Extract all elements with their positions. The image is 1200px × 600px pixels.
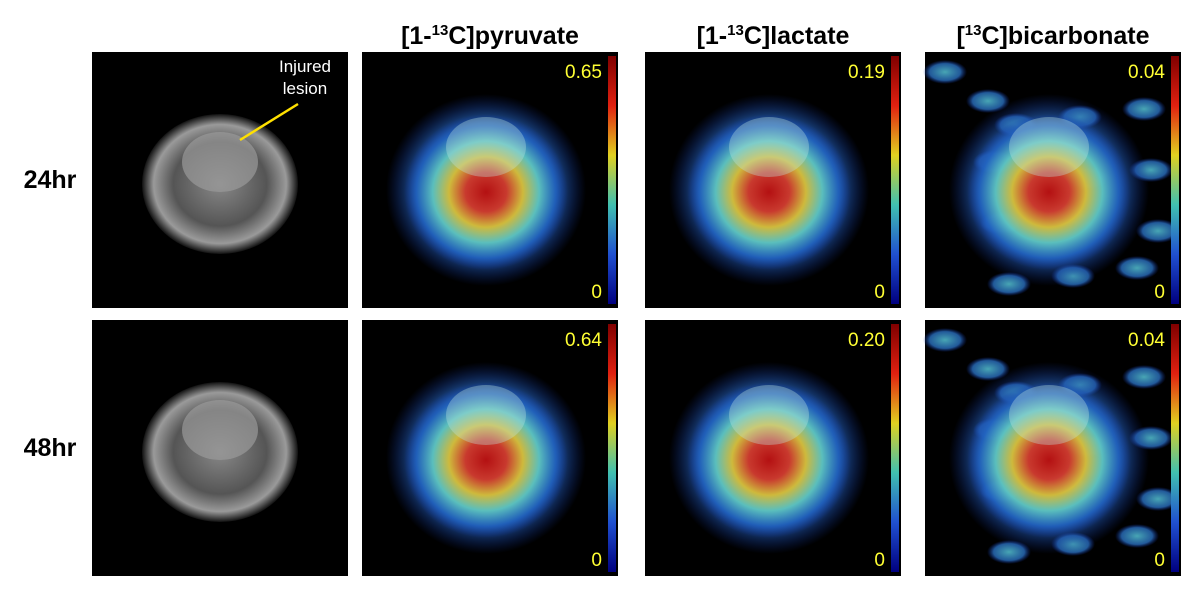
- header-part: C]bicarbonate: [981, 22, 1149, 50]
- scale-max: 0.19: [848, 62, 885, 83]
- metabolite-panel: 0.04 0: [923, 52, 1181, 308]
- scale-min: 0: [874, 282, 885, 303]
- column-header: [1-13C]lactate: [697, 22, 850, 50]
- metabolite-panel: 0.04 0: [923, 320, 1181, 576]
- column-header: [13C]bicarbonate: [956, 22, 1149, 50]
- noise-blob: [1136, 219, 1180, 243]
- panels: 0.65 0 0.19 0 0.04 0 0.64 0 0.20 0 0.04 0: [92, 52, 1181, 576]
- signal-core: [687, 382, 851, 538]
- signal-core: [404, 382, 568, 538]
- scale-min: 0: [1154, 550, 1165, 571]
- signal-core: [404, 114, 568, 270]
- mri-panel: [92, 52, 348, 308]
- annotation-text: Injured: [279, 57, 331, 76]
- metabolite-panel: 0.64 0: [362, 320, 618, 576]
- row-label: 48hr: [24, 434, 77, 462]
- scale-max: 0.20: [848, 330, 885, 351]
- header-part: [1-: [697, 22, 728, 50]
- scale-min: 0: [591, 282, 602, 303]
- row-label: 24hr: [24, 166, 77, 194]
- colorbar: [891, 324, 899, 572]
- scale-max: 0.04: [1128, 62, 1165, 83]
- noise-blob: [1122, 365, 1166, 389]
- brain-overlay: [446, 385, 526, 445]
- scale-max: 0.65: [565, 62, 602, 83]
- header-part: 13: [432, 22, 449, 39]
- colorbar: [608, 56, 616, 304]
- signal-core: [687, 114, 851, 270]
- mri-brain: [182, 132, 258, 192]
- noise-blob: [923, 328, 967, 352]
- metabolite-panel: 0.19 0: [645, 52, 901, 308]
- scale-max: 0.64: [565, 330, 602, 351]
- metabolite-panel: 0.20 0: [645, 320, 901, 576]
- header-part: C]lactate: [744, 22, 850, 50]
- mri-panel: [92, 320, 348, 576]
- noise-blob: [1115, 524, 1159, 548]
- lesion-annotation: Injured lesion: [239, 57, 331, 142]
- annotation-arrow: [239, 102, 299, 142]
- brain-overlay: [1009, 385, 1089, 445]
- noise-blob: [923, 60, 967, 84]
- header-part: 13: [965, 22, 982, 39]
- colorbar: [891, 56, 899, 304]
- brain-overlay: [729, 385, 809, 445]
- annotation-text: lesion: [283, 79, 327, 98]
- noise-blob: [1122, 97, 1166, 121]
- header-part: [1-: [401, 22, 432, 50]
- colorbar: [608, 324, 616, 572]
- header-part: C]pyruvate: [448, 22, 579, 50]
- noise-blob: [1136, 487, 1180, 511]
- signal-core: [967, 114, 1131, 270]
- scale-min: 0: [1154, 282, 1165, 303]
- brain-overlay: [446, 117, 526, 177]
- scale-max: 0.04: [1128, 330, 1165, 351]
- metabolite-panel: 0.65 0: [362, 52, 618, 308]
- brain-overlay: [1009, 117, 1089, 177]
- header-part: 13: [727, 22, 744, 39]
- brain-overlay: [729, 117, 809, 177]
- colorbar: [1171, 56, 1179, 304]
- noise-blob: [1115, 256, 1159, 280]
- signal-core: [967, 382, 1131, 538]
- header-part: [: [956, 22, 965, 50]
- scale-min: 0: [591, 550, 602, 571]
- mri-brain: [182, 400, 258, 460]
- scale-min: 0: [874, 550, 885, 571]
- colorbar: [1171, 324, 1179, 572]
- column-header: [1-13C]pyruvate: [401, 22, 579, 50]
